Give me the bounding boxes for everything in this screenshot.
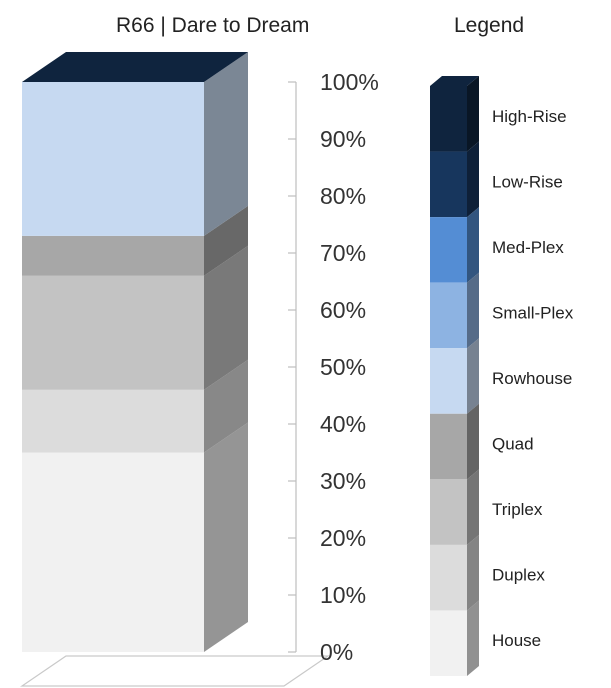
y-tick-label: 40% [320, 411, 366, 437]
legend-item-quad: Quad [430, 403, 534, 480]
legend-item-med-plex: Med-Plex [430, 207, 564, 283]
chart-title: R66 | Dare to Dream [116, 14, 310, 37]
bar-side-house [204, 422, 248, 652]
y-tick-label: 50% [320, 354, 366, 380]
legend-item-high-rise: High-Rise [430, 76, 567, 152]
bar-front-duplex [22, 389, 204, 453]
legend-item-duplex: Duplex [430, 534, 545, 611]
legend-swatch-side [467, 207, 479, 283]
bar-front-rowhouse [22, 82, 204, 236]
bar-top-cap [22, 52, 248, 82]
legend-item-small-plex: Small-Plex [430, 272, 574, 349]
legend-label-low-rise: Low-Rise [492, 172, 563, 191]
y-tick-label: 70% [320, 240, 366, 266]
legend-item-triplex: Triplex [430, 469, 543, 545]
y-tick-label: 0% [320, 639, 353, 665]
legend-label-triplex: Triplex [492, 500, 543, 519]
bar-side-quad [204, 205, 248, 276]
legend-swatch-side [467, 76, 479, 152]
bar-side-duplex [204, 359, 248, 453]
y-tick-label: 100% [320, 69, 379, 95]
legend-label-small-plex: Small-Plex [492, 303, 574, 322]
bar-front-quad [22, 235, 204, 276]
legend-swatch-house [430, 610, 467, 676]
legend-swatch-side [467, 338, 479, 414]
legend-swatch-duplex [430, 544, 467, 611]
legend-item-rowhouse: Rowhouse [430, 338, 572, 414]
legend-swatch-small-plex [430, 282, 467, 349]
bar-segment-quad [22, 205, 248, 276]
chart-floor [20, 655, 330, 687]
bar-side-rowhouse [204, 52, 248, 236]
legend-swatch-side [467, 469, 479, 545]
legend-swatch-side [467, 600, 479, 676]
legend-label-med-plex: Med-Plex [492, 238, 564, 257]
bar-front-triplex [22, 275, 204, 390]
y-axis: 0% 10% 20% 30% 40% 50% 60% 70% 80% 90% 100% [288, 69, 379, 665]
legend-top-cap [430, 76, 479, 86]
bar-segment-rowhouse [22, 52, 248, 236]
legend-swatch-quad [430, 413, 467, 480]
legend-swatch-high-rise [430, 86, 467, 152]
bar-segment-triplex [22, 245, 248, 390]
bar-segment-house [22, 422, 248, 652]
legend-label-house: House [492, 631, 541, 650]
bar-front-house [22, 452, 204, 652]
y-tick-label: 30% [320, 468, 366, 494]
legend-swatch-side [467, 534, 479, 611]
bar-segments [22, 52, 248, 652]
legend-swatch-side [467, 141, 479, 218]
legend-label-quad: Quad [492, 435, 534, 454]
legend-label-high-rise: High-Rise [492, 107, 567, 126]
y-tick-label: 60% [320, 297, 366, 323]
legend-swatch-side [467, 272, 479, 349]
legend-swatch-triplex [430, 479, 467, 545]
legend-swatch-low-rise [430, 151, 467, 218]
legend: High-Rise Low-Rise Med-Plex Small-Plex Rowho… [430, 76, 574, 676]
bar-segment-duplex [22, 359, 248, 453]
legend-item-house: House [430, 600, 541, 676]
legend-swatch-med-plex [430, 217, 467, 283]
y-tick-label: 10% [320, 582, 366, 608]
legend-title: Legend [454, 14, 525, 37]
floor-outline [20, 655, 330, 687]
legend-swatch-side [467, 403, 479, 480]
y-tick-label: 90% [320, 126, 366, 152]
legend-item-low-rise: Low-Rise [430, 141, 563, 218]
legend-label-duplex: Duplex [492, 566, 545, 585]
bar-side-triplex [204, 245, 248, 390]
legend-swatch-rowhouse [430, 348, 467, 414]
legend-label-rowhouse: Rowhouse [492, 369, 572, 388]
y-tick-label: 20% [320, 525, 366, 551]
y-tick-label: 80% [320, 183, 366, 209]
